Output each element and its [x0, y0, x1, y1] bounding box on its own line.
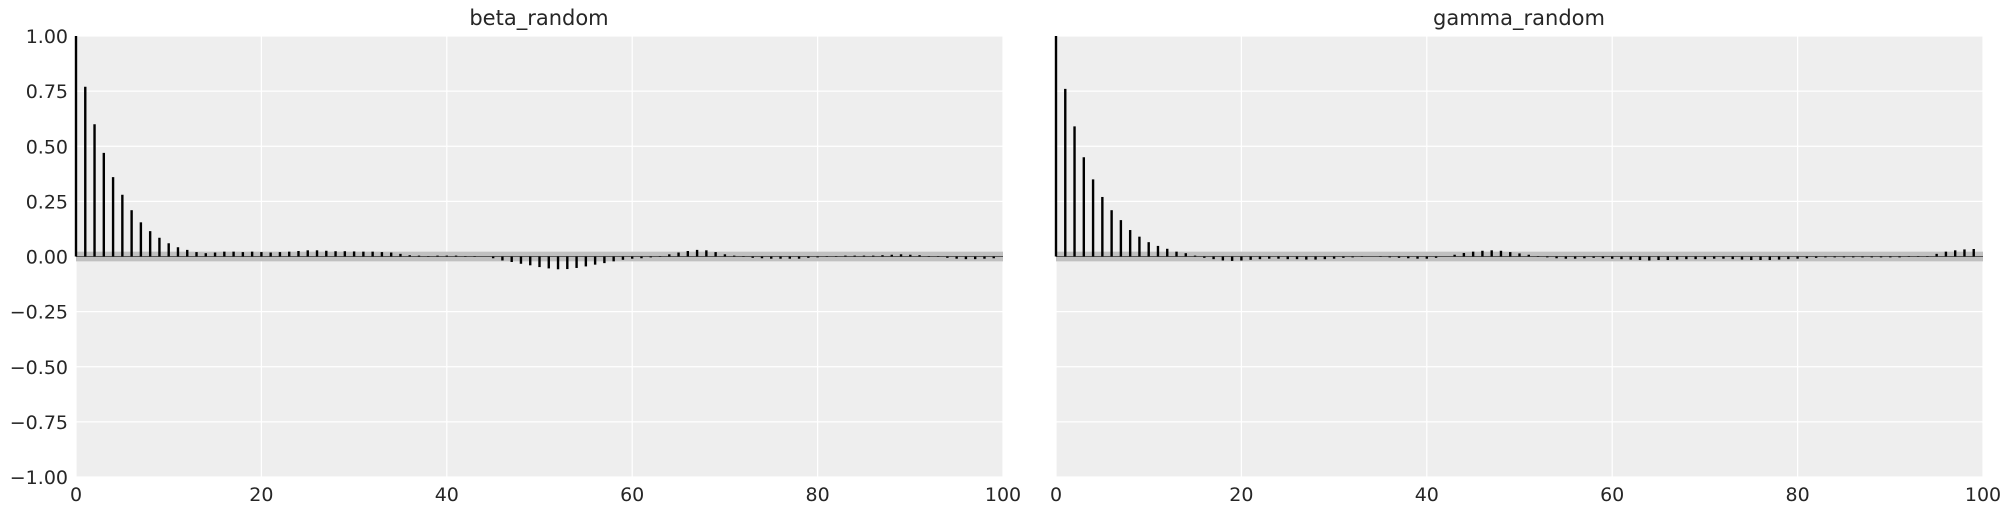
acf-panel-gamma-random: gamma_random 0 20 40 60 80 100 — [1050, 6, 2001, 506]
x-tick-label: 60 — [1600, 484, 1624, 506]
y-tick-label: −0.25 — [10, 302, 68, 324]
y-tick-label: 0.50 — [26, 136, 68, 158]
x-tick-label: 20 — [249, 484, 273, 506]
x-tick-label: 20 — [1229, 484, 1253, 506]
x-tick-label: 100 — [985, 484, 1021, 506]
x-tick-label: 40 — [435, 484, 459, 506]
y-tick-label: 0.25 — [26, 191, 68, 213]
y-tick-label: 0.75 — [26, 81, 68, 103]
panel-title: beta_random — [469, 6, 608, 31]
y-tick-label: 0.00 — [26, 247, 68, 269]
y-tick-label: 1.00 — [26, 26, 68, 48]
x-tick-label: 0 — [70, 484, 82, 506]
y-tick-label: −0.50 — [10, 357, 68, 379]
x-tick-label: 80 — [1786, 484, 1810, 506]
x-tick-label: 60 — [620, 484, 644, 506]
x-tick-label: 40 — [1415, 484, 1439, 506]
y-tick-label: −1.00 — [10, 467, 68, 489]
x-tick-label: 80 — [806, 484, 830, 506]
panel-title: gamma_random — [1433, 6, 1605, 31]
x-tick-label: 100 — [1965, 484, 2001, 506]
y-tick-label: −0.75 — [10, 412, 68, 434]
acf-panel-beta-random: beta_random 0 20 40 60 80 100 1.00 0.75 0.50 0.25… — [10, 6, 1021, 506]
x-tick-label: 0 — [1050, 484, 1062, 506]
